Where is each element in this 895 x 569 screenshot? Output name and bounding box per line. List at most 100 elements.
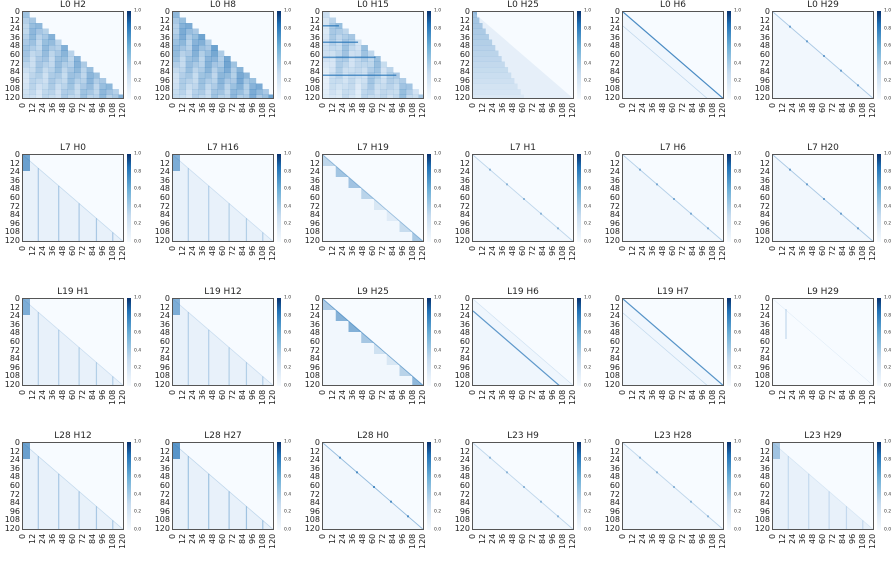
colorbar-tick-label: 0.2 — [884, 78, 892, 84]
heatmap-cell — [204, 39, 212, 46]
x-tick-label: 96 — [98, 533, 107, 544]
heatmap-cell — [393, 89, 400, 95]
panel-title: L0 H2 — [59, 0, 87, 10]
y-tick-label: 120 — [154, 524, 170, 533]
x-tick-label: 96 — [698, 533, 707, 544]
diagonal-hotspot — [523, 486, 525, 488]
main-diagonal — [23, 443, 123, 529]
y-tick-label: 120 — [4, 93, 20, 102]
colorbar — [727, 298, 731, 386]
y-tick-label: 96 — [759, 75, 770, 85]
heatmap-cell — [29, 72, 37, 79]
diagonal-block — [386, 210, 400, 221]
heatmap-cell — [217, 61, 225, 68]
heatmap-cell — [329, 56, 337, 62]
colorbar-tick-label: 0.0 — [134, 239, 142, 245]
heatmap-cell — [361, 45, 368, 51]
heatmap-cell — [211, 72, 218, 79]
heatmap-plot-area — [472, 298, 574, 386]
colorbar-tick-label: 1.0 — [434, 8, 442, 14]
heatmap-plot-area — [22, 298, 124, 386]
colorbar-tick-label: 1.0 — [584, 8, 592, 14]
heatmap-cell — [179, 89, 187, 95]
heatmap-cell — [185, 67, 193, 73]
colorbar-tick-label: 0.4 — [284, 492, 292, 498]
y-tick-label: 36 — [759, 175, 770, 185]
y-tick-label: 72 — [9, 345, 20, 355]
y-tick-label: 60 — [159, 337, 170, 346]
y-tick-label: 120 — [154, 93, 170, 102]
heatmap-cell — [211, 56, 218, 62]
heatmap-cell — [35, 78, 43, 84]
heatmap-svg — [473, 299, 573, 385]
x-tick-label: 120 — [568, 102, 577, 118]
y-tick-label: 36 — [609, 175, 620, 185]
colorbar-tick-label: 1.0 — [284, 151, 292, 157]
x-tick-label: 72 — [828, 102, 837, 113]
y-tick-label: 108 — [304, 371, 320, 381]
heatmap-cell — [35, 50, 43, 57]
x-tick-label: 72 — [678, 389, 687, 400]
colorbar-tick-label: 0.8 — [134, 457, 142, 463]
colorbar-tick-label: 1.0 — [434, 439, 442, 445]
heatmap-cell — [42, 45, 49, 51]
x-tick-label: 120 — [418, 102, 427, 118]
main-diagonal — [23, 155, 123, 241]
panel-title: L0 H29 — [807, 0, 839, 10]
colorbar-tick-label: 0.4 — [284, 348, 292, 354]
y-tick-label: 108 — [454, 515, 470, 525]
heatmap-cell — [74, 94, 81, 98]
heatmap-cell — [335, 89, 343, 95]
heatmap-cell — [335, 61, 343, 68]
x-tick-label: 60 — [818, 389, 827, 400]
colorbar-tick-label: 0.0 — [134, 527, 142, 533]
attention-column — [785, 309, 787, 339]
heatmap-cell — [48, 39, 56, 46]
y-tick-label: 108 — [4, 84, 20, 94]
heatmap-cell — [342, 50, 349, 57]
heatmap-cell — [74, 89, 81, 95]
colorbar-tick-label: 0.0 — [434, 383, 442, 389]
heatmap-panel: L0 H15 0 12 24 36 48 60 72 84 96 108 120 0 12 24 36 48 60… — [300, 0, 449, 138]
heatmap-cell — [217, 56, 225, 62]
y-tick-label: 72 — [459, 345, 470, 355]
x-tick-label: 84 — [88, 102, 97, 113]
heatmap-cell — [179, 39, 187, 46]
x-tick-label: 72 — [78, 102, 87, 113]
lower-triangle-tint — [323, 443, 423, 529]
y-tick-label: 120 — [604, 380, 620, 389]
colorbar-tick-label: 0.6 — [134, 186, 142, 192]
y-tick-label: 12 — [9, 446, 20, 456]
heatmap-cell — [42, 89, 49, 95]
heatmap-cell — [35, 45, 43, 51]
x-tick-label: 36 — [198, 389, 207, 400]
colorbar-tick-label: 0.4 — [134, 492, 142, 498]
x-tick-label: 0 — [768, 245, 777, 251]
lower-triangle-tint — [473, 299, 573, 385]
y-tick-label: 120 — [604, 236, 620, 245]
heatmap-cell — [192, 39, 199, 46]
main-diagonal — [623, 443, 723, 529]
heatmap-cell — [23, 12, 30, 18]
heatmap-background — [23, 299, 123, 385]
x-tick-label: 108 — [858, 533, 867, 549]
heatmap-cell — [342, 61, 349, 68]
heatmap-svg — [773, 299, 873, 385]
heatmap-panel: L7 H0 0 12 24 36 48 60 72 84 96 108 120 0 12 24 36 48 60 7… — [0, 143, 149, 281]
x-tick-label: 12 — [778, 245, 787, 256]
heatmap-cell — [342, 83, 349, 90]
heatmap-cell — [23, 28, 30, 35]
heatmap-svg — [23, 299, 123, 385]
x-tick-label: 36 — [48, 533, 57, 544]
heatmap-cell — [348, 34, 356, 40]
colorbar-tick-label: 0.0 — [284, 527, 292, 533]
panel-title: L0 H8 — [209, 0, 237, 10]
heatmap-plot-area — [172, 442, 274, 530]
y-tick-label: 84 — [609, 67, 620, 77]
y-tick-label: 0 — [164, 7, 170, 16]
x-tick-label: 72 — [78, 389, 87, 400]
colorbar-tick-label: 1.0 — [434, 295, 442, 301]
heatmap-panel: L0 H25 0 12 24 36 48 60 72 84 96 108 120 0 12 24 36 48 60… — [450, 0, 599, 138]
x-tick-label: 48 — [58, 533, 67, 544]
x-tick-label: 60 — [518, 102, 527, 113]
